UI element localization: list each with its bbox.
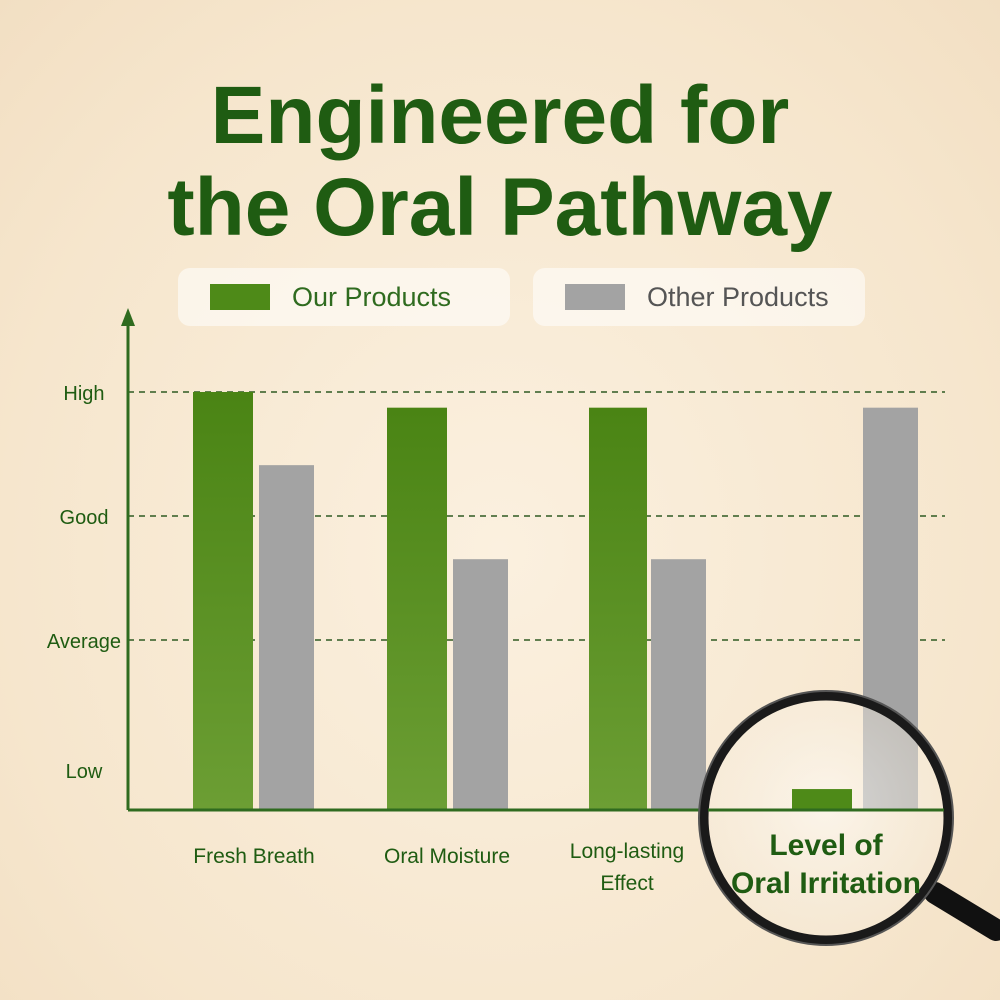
- x-category-label: Oral Irritation: [731, 867, 921, 900]
- chart-title-line-1: Engineered for: [210, 70, 790, 161]
- x-category-label: Effect: [600, 872, 653, 895]
- legend-item-other-products: Other Products: [533, 268, 865, 326]
- legend-swatch-other-products: [565, 284, 625, 310]
- legend-swatch-our-products: [210, 284, 270, 310]
- y-axis-arrow: [121, 308, 135, 326]
- bar-other-products: [453, 559, 508, 810]
- bar-other-products: [259, 465, 314, 810]
- magnifying-glass-icon: [698, 690, 1000, 946]
- legend-item-our-products: Our Products: [178, 268, 510, 326]
- bar-our-products: [387, 407, 447, 810]
- x-category-label: Level of: [769, 829, 883, 862]
- bar-our-products-magnified: [792, 789, 852, 810]
- x-category-label: Long-lasting: [570, 840, 684, 863]
- y-tick-label: Average: [47, 631, 121, 653]
- legend-label-our-products: Our Products: [292, 281, 452, 312]
- bar-our-products: [589, 407, 647, 810]
- legend-label-other-products: Other Products: [647, 281, 829, 312]
- bar-our-products: [193, 392, 253, 810]
- y-tick-label: High: [63, 383, 104, 405]
- chart-title-line-2: the Oral Pathway: [167, 162, 833, 253]
- bar-other-products: [651, 559, 706, 810]
- y-tick-label: Low: [66, 761, 103, 783]
- x-category-label: Fresh Breath: [193, 845, 314, 868]
- x-category-label: Oral Moisture: [384, 845, 510, 868]
- chart-title: Engineered for the Oral Pathway: [0, 70, 1000, 254]
- y-tick-label: Good: [60, 507, 109, 529]
